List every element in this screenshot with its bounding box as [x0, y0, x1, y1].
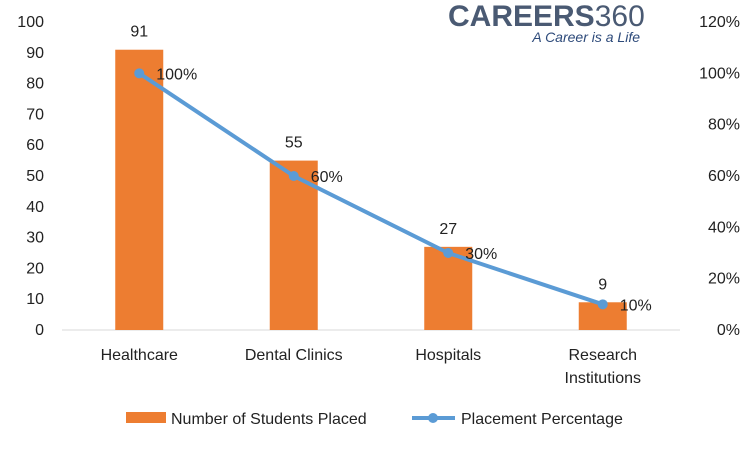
y-left-tick-label: 50	[26, 168, 44, 185]
category-label: Healthcare	[101, 347, 178, 364]
bar	[424, 246, 473, 330]
bar	[269, 160, 318, 330]
y-right-tick-label: 20%	[708, 271, 740, 288]
plot-area: 0 10 20 30 40 50 60 70 80 90 100 0% 20% 40% 60% 80% 100%…	[17, 14, 740, 387]
category-label: Institutions	[565, 370, 641, 387]
y-left-tick-label: 20	[26, 260, 44, 277]
line-data-label: 100%	[156, 66, 197, 83]
line-point	[597, 299, 608, 310]
careers360-logo: CAREERS360 A Career is a Life	[448, 0, 645, 45]
y-right-tick-label: 40%	[708, 219, 740, 236]
bar-data-label: 55	[285, 135, 303, 152]
line-data-label: 60%	[311, 169, 343, 186]
legend-swatch-marker	[428, 413, 438, 423]
category-label: Hospitals	[415, 347, 481, 364]
line-data-label: 30%	[465, 246, 497, 263]
bar	[115, 49, 164, 330]
bar-data-label: 27	[439, 221, 457, 238]
y-right-tick-label: 0%	[717, 322, 740, 339]
bar-data-label: 91	[130, 24, 148, 41]
logo-tagline: A Career is a Life	[531, 29, 640, 45]
line-data-label: 10%	[620, 297, 652, 314]
y-left-tick-label: 70	[26, 106, 44, 123]
svg-text:CAREERS360: CAREERS360	[448, 0, 645, 33]
y-left-tick-label: 10	[26, 291, 44, 308]
legend-label-bars: Number of Students Placed	[171, 411, 367, 428]
line-point	[288, 171, 299, 181]
y-right-tick-label: 60%	[708, 168, 740, 185]
logo-brand-number: 360	[595, 0, 645, 33]
category-label: Dental Clinics	[245, 347, 343, 364]
legend-label-line: Placement Percentage	[461, 411, 623, 428]
y-left-tick-label: 60	[26, 137, 44, 154]
y-right-tick-label: 120%	[699, 14, 740, 31]
legend-swatch-bar	[126, 412, 166, 423]
y-left-tick-label: 30	[26, 230, 44, 247]
category-label: Research	[569, 347, 637, 364]
legend: Number of Students Placed Placement Perce…	[126, 411, 623, 428]
logo-brand: CAREERS	[448, 0, 595, 33]
line-point	[134, 68, 145, 79]
line-point	[443, 248, 454, 258]
y-right-tick-label: 100%	[699, 65, 740, 82]
y-left-tick-label: 0	[35, 322, 44, 339]
bar-data-label: 9	[598, 276, 607, 293]
y-left-tick-label: 40	[26, 199, 44, 216]
y-left-tick-label: 90	[26, 45, 44, 62]
y-left-tick-label: 80	[26, 76, 44, 93]
y-right-tick-label: 80%	[708, 117, 740, 134]
line-series	[137, 71, 605, 307]
y-left-tick-label: 100	[17, 14, 44, 31]
